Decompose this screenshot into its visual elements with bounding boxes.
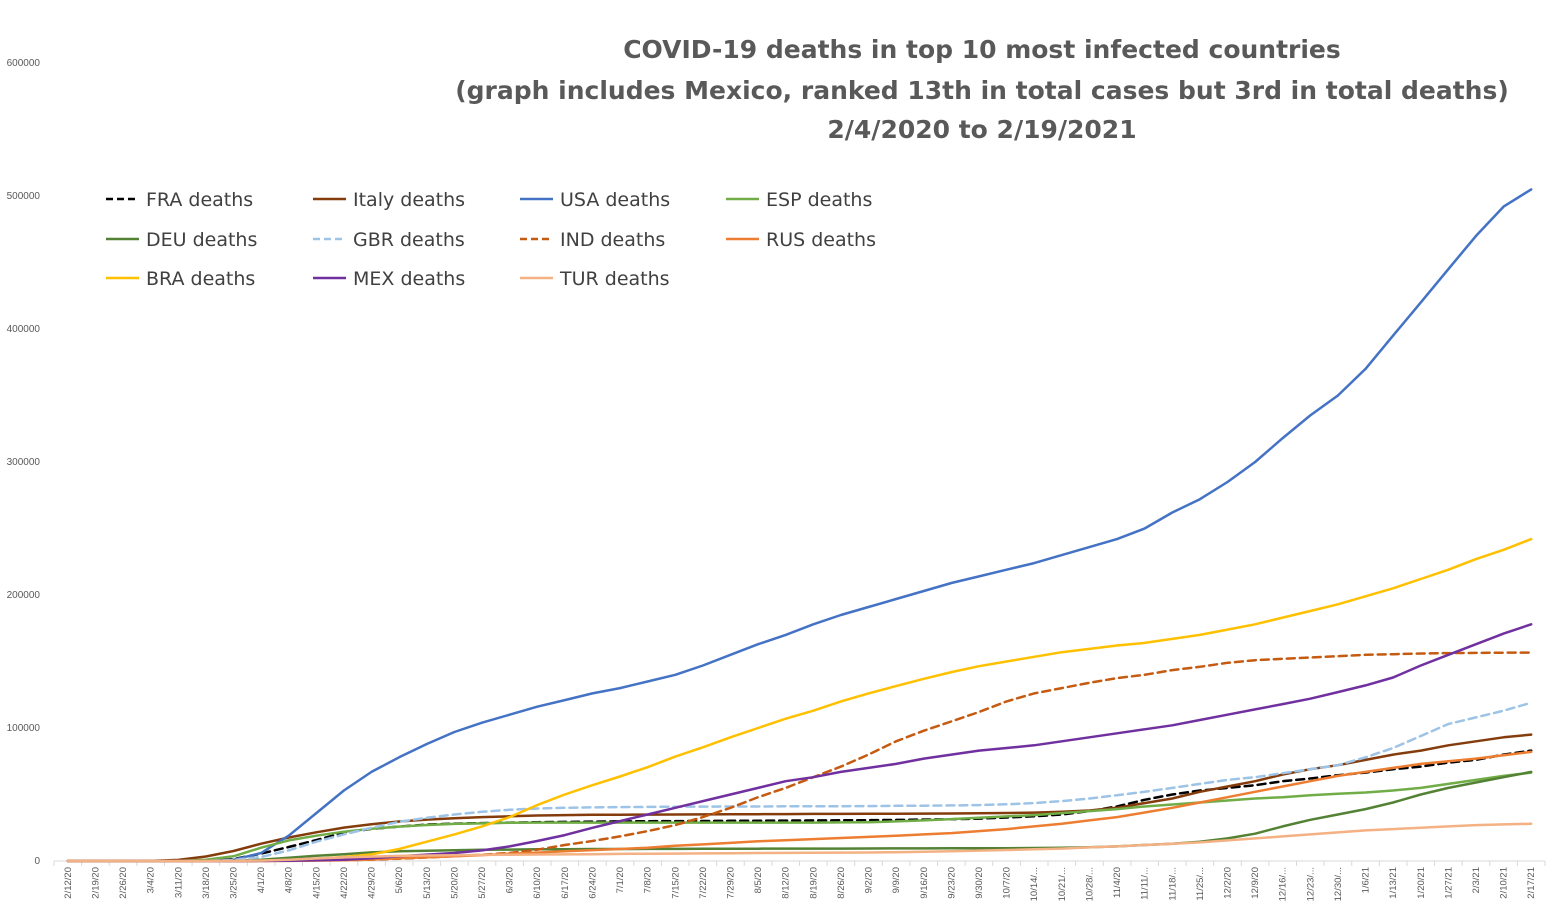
series-line-deu — [66, 770, 1533, 863]
series-line-bra — [66, 537, 1533, 863]
series-line-esp — [66, 771, 1533, 863]
x-tick-label: 6/3/20 — [505, 867, 516, 893]
x-tick-label: 5/13/20 — [422, 867, 433, 899]
series-line-fra — [66, 749, 1533, 863]
y-tick-label: 100000 — [7, 723, 41, 734]
x-tick-label: 4/22/20 — [339, 867, 350, 899]
series-line-gbr — [66, 701, 1533, 863]
x-tick-label: 11/25/... — [1195, 867, 1206, 901]
y-tick-label: 500000 — [7, 191, 41, 202]
y-tick-label: 200000 — [7, 590, 41, 601]
x-tick-label: 1/27/21 — [1443, 867, 1454, 899]
x-tick-label: 2/12/20 — [63, 867, 74, 899]
series-line-tur — [66, 822, 1533, 863]
x-tick-label: 10/28/... — [1084, 867, 1095, 901]
x-tick-label: 6/17/20 — [560, 867, 571, 899]
x-tick-label: 1/6/21 — [1361, 867, 1372, 893]
x-tick-label: 3/18/20 — [201, 867, 212, 899]
legend-label-rus: RUS deaths — [766, 229, 876, 251]
x-tick-label: 12/23/... — [1305, 867, 1316, 901]
legend-label-tur: TUR deaths — [559, 268, 670, 290]
x-tick-label: 7/8/20 — [643, 867, 654, 893]
x-tick-label: 1/20/21 — [1416, 867, 1427, 899]
x-tick-label: 4/1/20 — [256, 867, 267, 893]
x-tick-label: 5/6/20 — [394, 867, 405, 893]
x-tick-label: 11/4/20 — [1112, 867, 1123, 898]
x-tick-label: 9/23/20 — [946, 867, 957, 899]
x-tick-label: 9/30/20 — [974, 867, 985, 899]
x-tick-label: 2/3/21 — [1471, 867, 1482, 893]
legend-label-italy: Italy deaths — [353, 189, 465, 211]
legend-label-gbr: GBR deaths — [353, 229, 465, 251]
x-tick-label: 10/7/20 — [1002, 867, 1013, 899]
x-tick-label: 12/30/... — [1333, 867, 1344, 901]
series-line-mex — [66, 623, 1533, 863]
legend-label-fra: FRA deaths — [146, 189, 253, 211]
legend-label-esp: ESP deaths — [766, 189, 872, 211]
chart-legend: FRA deaths Italy deaths USA deaths ESP deat… — [106, 189, 876, 290]
x-tick-label: 7/22/20 — [698, 867, 709, 899]
x-tick-label: 8/26/20 — [836, 867, 847, 899]
x-tick-label: 10/21/... — [1057, 867, 1068, 901]
x-tick-label: 4/8/20 — [284, 867, 295, 893]
y-tick-label: 0 — [34, 856, 40, 867]
chart-title: COVID-19 deaths in top 10 most infected … — [455, 35, 1509, 144]
x-tick-label: 2/17/21 — [1526, 867, 1537, 899]
x-tick-label: 7/29/20 — [725, 867, 736, 899]
x-tick-label: 5/27/20 — [477, 867, 488, 899]
x-tick-label: 3/11/20 — [173, 867, 184, 898]
series-line-ind — [66, 651, 1533, 863]
y-tick-label: 600000 — [7, 58, 41, 69]
x-tick-label: 2/19/20 — [90, 867, 101, 899]
legend-label-ind: IND deaths — [560, 229, 665, 251]
title-line-3: 2/4/2020 to 2/19/2021 — [827, 115, 1136, 144]
x-tick-label: 7/1/20 — [615, 867, 626, 893]
x-tick-label: 11/18/... — [1167, 867, 1178, 901]
title-line-1: COVID-19 deaths in top 10 most infected … — [623, 35, 1341, 64]
x-tick-label: 3/4/20 — [146, 867, 157, 893]
series-lines — [66, 188, 1533, 863]
x-tick-label: 8/12/20 — [781, 867, 792, 899]
x-tick-label: 12/2/20 — [1222, 867, 1233, 899]
x-tick-label: 12/9/20 — [1250, 867, 1261, 899]
y-axis: 0 100000 200000 300000 400000 500000 600000 — [7, 58, 41, 867]
title-line-2: (graph includes Mexico, ranked 13th in t… — [455, 76, 1509, 105]
x-tick-label: 4/29/20 — [367, 867, 378, 899]
x-axis: 2/12/20 2/19/20 2/26/20 3/4/20 3/11/20 3/18/2… — [53, 860, 1546, 901]
x-tick-label: 11/11/... — [1140, 867, 1151, 900]
x-tick-label: 6/10/20 — [532, 867, 543, 899]
legend-label-deu: DEU deaths — [146, 229, 257, 251]
legend-label-usa: USA deaths — [560, 189, 670, 211]
x-tick-label: 2/26/20 — [118, 867, 129, 899]
x-tick-label: 12/16/... — [1278, 867, 1289, 901]
x-tick-label: 9/9/20 — [891, 867, 902, 893]
x-tick-label: 2/10/21 — [1499, 867, 1510, 899]
x-tick-label: 6/24/20 — [587, 867, 598, 899]
x-tick-label: 7/15/20 — [670, 867, 681, 899]
x-tick-label: 3/25/20 — [228, 867, 239, 899]
legend-label-bra: BRA deaths — [146, 268, 255, 290]
x-tick-label: 9/16/20 — [919, 867, 930, 899]
legend-label-mex: MEX deaths — [353, 268, 465, 290]
x-tick-label: 4/15/20 — [311, 867, 322, 899]
x-tick-label: 5/20/20 — [449, 867, 460, 899]
x-tick-label: 8/5/20 — [753, 867, 764, 893]
x-tick-label: 10/14/... — [1029, 867, 1040, 901]
x-tick-label: 9/2/20 — [864, 867, 875, 893]
x-tick-label: 1/13/21 — [1388, 867, 1399, 899]
series-line-usa — [66, 188, 1533, 863]
y-tick-label: 300000 — [7, 457, 41, 468]
y-tick-label: 400000 — [7, 324, 41, 335]
x-tick-label: 8/19/20 — [808, 867, 819, 899]
